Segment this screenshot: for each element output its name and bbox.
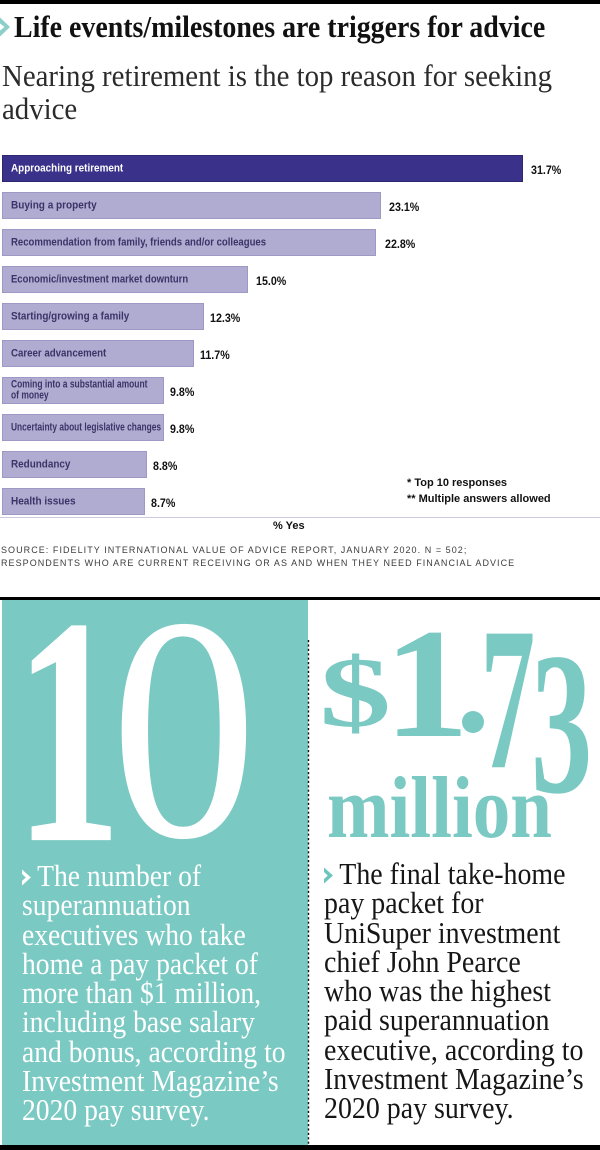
- svg-text:$: $: [319, 637, 391, 748]
- svg-text:million: million: [327, 760, 552, 850]
- svg-text:0: 0: [111, 600, 258, 900]
- svg-text:7: 7: [480, 600, 535, 812]
- svg-text:1: 1: [384, 600, 470, 770]
- svg-text:1: 1: [14, 600, 121, 900]
- svg-text:3: 3: [531, 611, 592, 836]
